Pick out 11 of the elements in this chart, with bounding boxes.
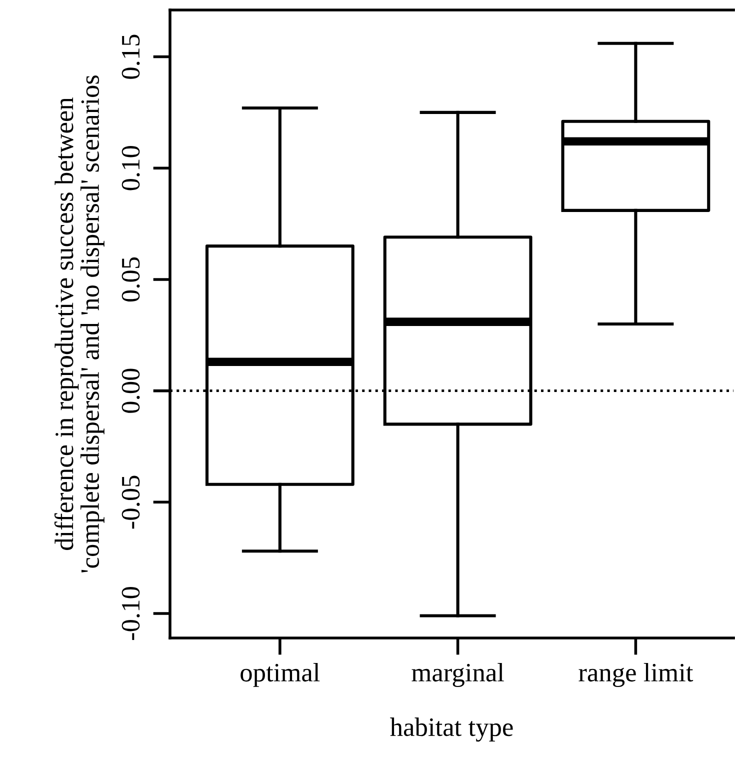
y-tick-label: 0.00 [122, 368, 140, 413]
x-axis-title: habitat type [390, 718, 513, 742]
y-tick-label: -0.10 [122, 587, 140, 640]
x-tick-label: optimal [240, 663, 320, 687]
y-tick-label: 0.15 [122, 34, 140, 79]
x-tick-label: marginal [412, 663, 504, 688]
y-tick-label: 0.10 [122, 146, 140, 190]
y-tick-label: -0.05 [122, 476, 140, 529]
y-axis-title: difference in reproductive success between 'complete dispersal' and 'no dispersal' scenarios [54, 75, 104, 572]
y-tick-label: 0.05 [122, 257, 140, 302]
x-tick-label: range limit [578, 663, 694, 688]
